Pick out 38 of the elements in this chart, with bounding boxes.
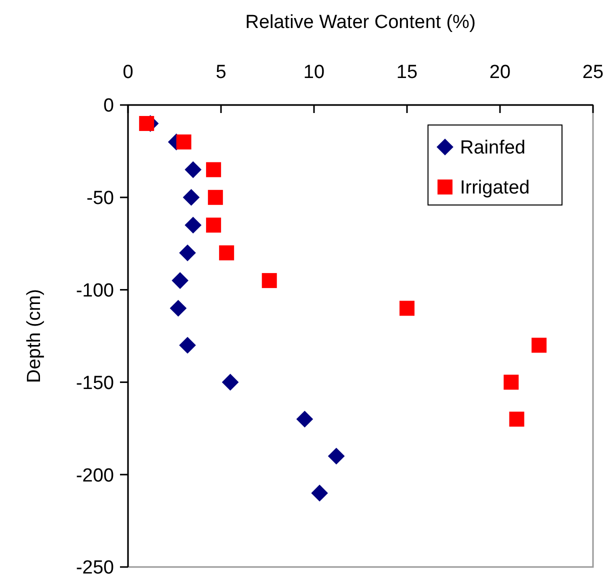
point — [206, 218, 222, 233]
y-tick-label: -150 — [76, 372, 114, 394]
point — [179, 244, 196, 262]
y-tick-label: -250 — [76, 558, 114, 579]
point — [532, 338, 547, 353]
x-tick-label: 10 — [303, 62, 325, 83]
point — [509, 412, 524, 427]
point — [262, 273, 277, 288]
point — [182, 189, 200, 206]
x-tick-label: 25 — [582, 62, 604, 83]
x-axis-title: Relative Water Content (%) — [245, 12, 476, 33]
point — [311, 484, 328, 502]
y-tick-label: -200 — [76, 465, 114, 486]
point — [219, 245, 234, 260]
point — [172, 272, 188, 289]
point — [208, 190, 223, 205]
point — [184, 161, 202, 178]
point — [222, 374, 239, 391]
point — [328, 448, 345, 465]
point — [139, 116, 154, 131]
x-tick-label: 5 — [216, 62, 226, 83]
point — [296, 410, 314, 428]
y-tick-label: -100 — [76, 280, 114, 302]
y-axis-title: Depth (cm) — [24, 289, 45, 383]
point — [179, 336, 196, 354]
x-tick-label: 0 — [122, 62, 134, 83]
y-tick-label: 0 — [103, 96, 114, 117]
y-tick-label: -50 — [86, 188, 114, 210]
point — [170, 300, 187, 317]
point — [206, 162, 222, 178]
x-tick-label: 20 — [489, 62, 511, 83]
legend-label: Irrigated — [460, 178, 530, 199]
point — [176, 134, 192, 150]
point — [184, 216, 202, 234]
legend-label: Rainfed — [460, 138, 526, 159]
point — [504, 374, 519, 390]
point — [400, 300, 414, 316]
x-tick-label: 15 — [396, 62, 418, 83]
